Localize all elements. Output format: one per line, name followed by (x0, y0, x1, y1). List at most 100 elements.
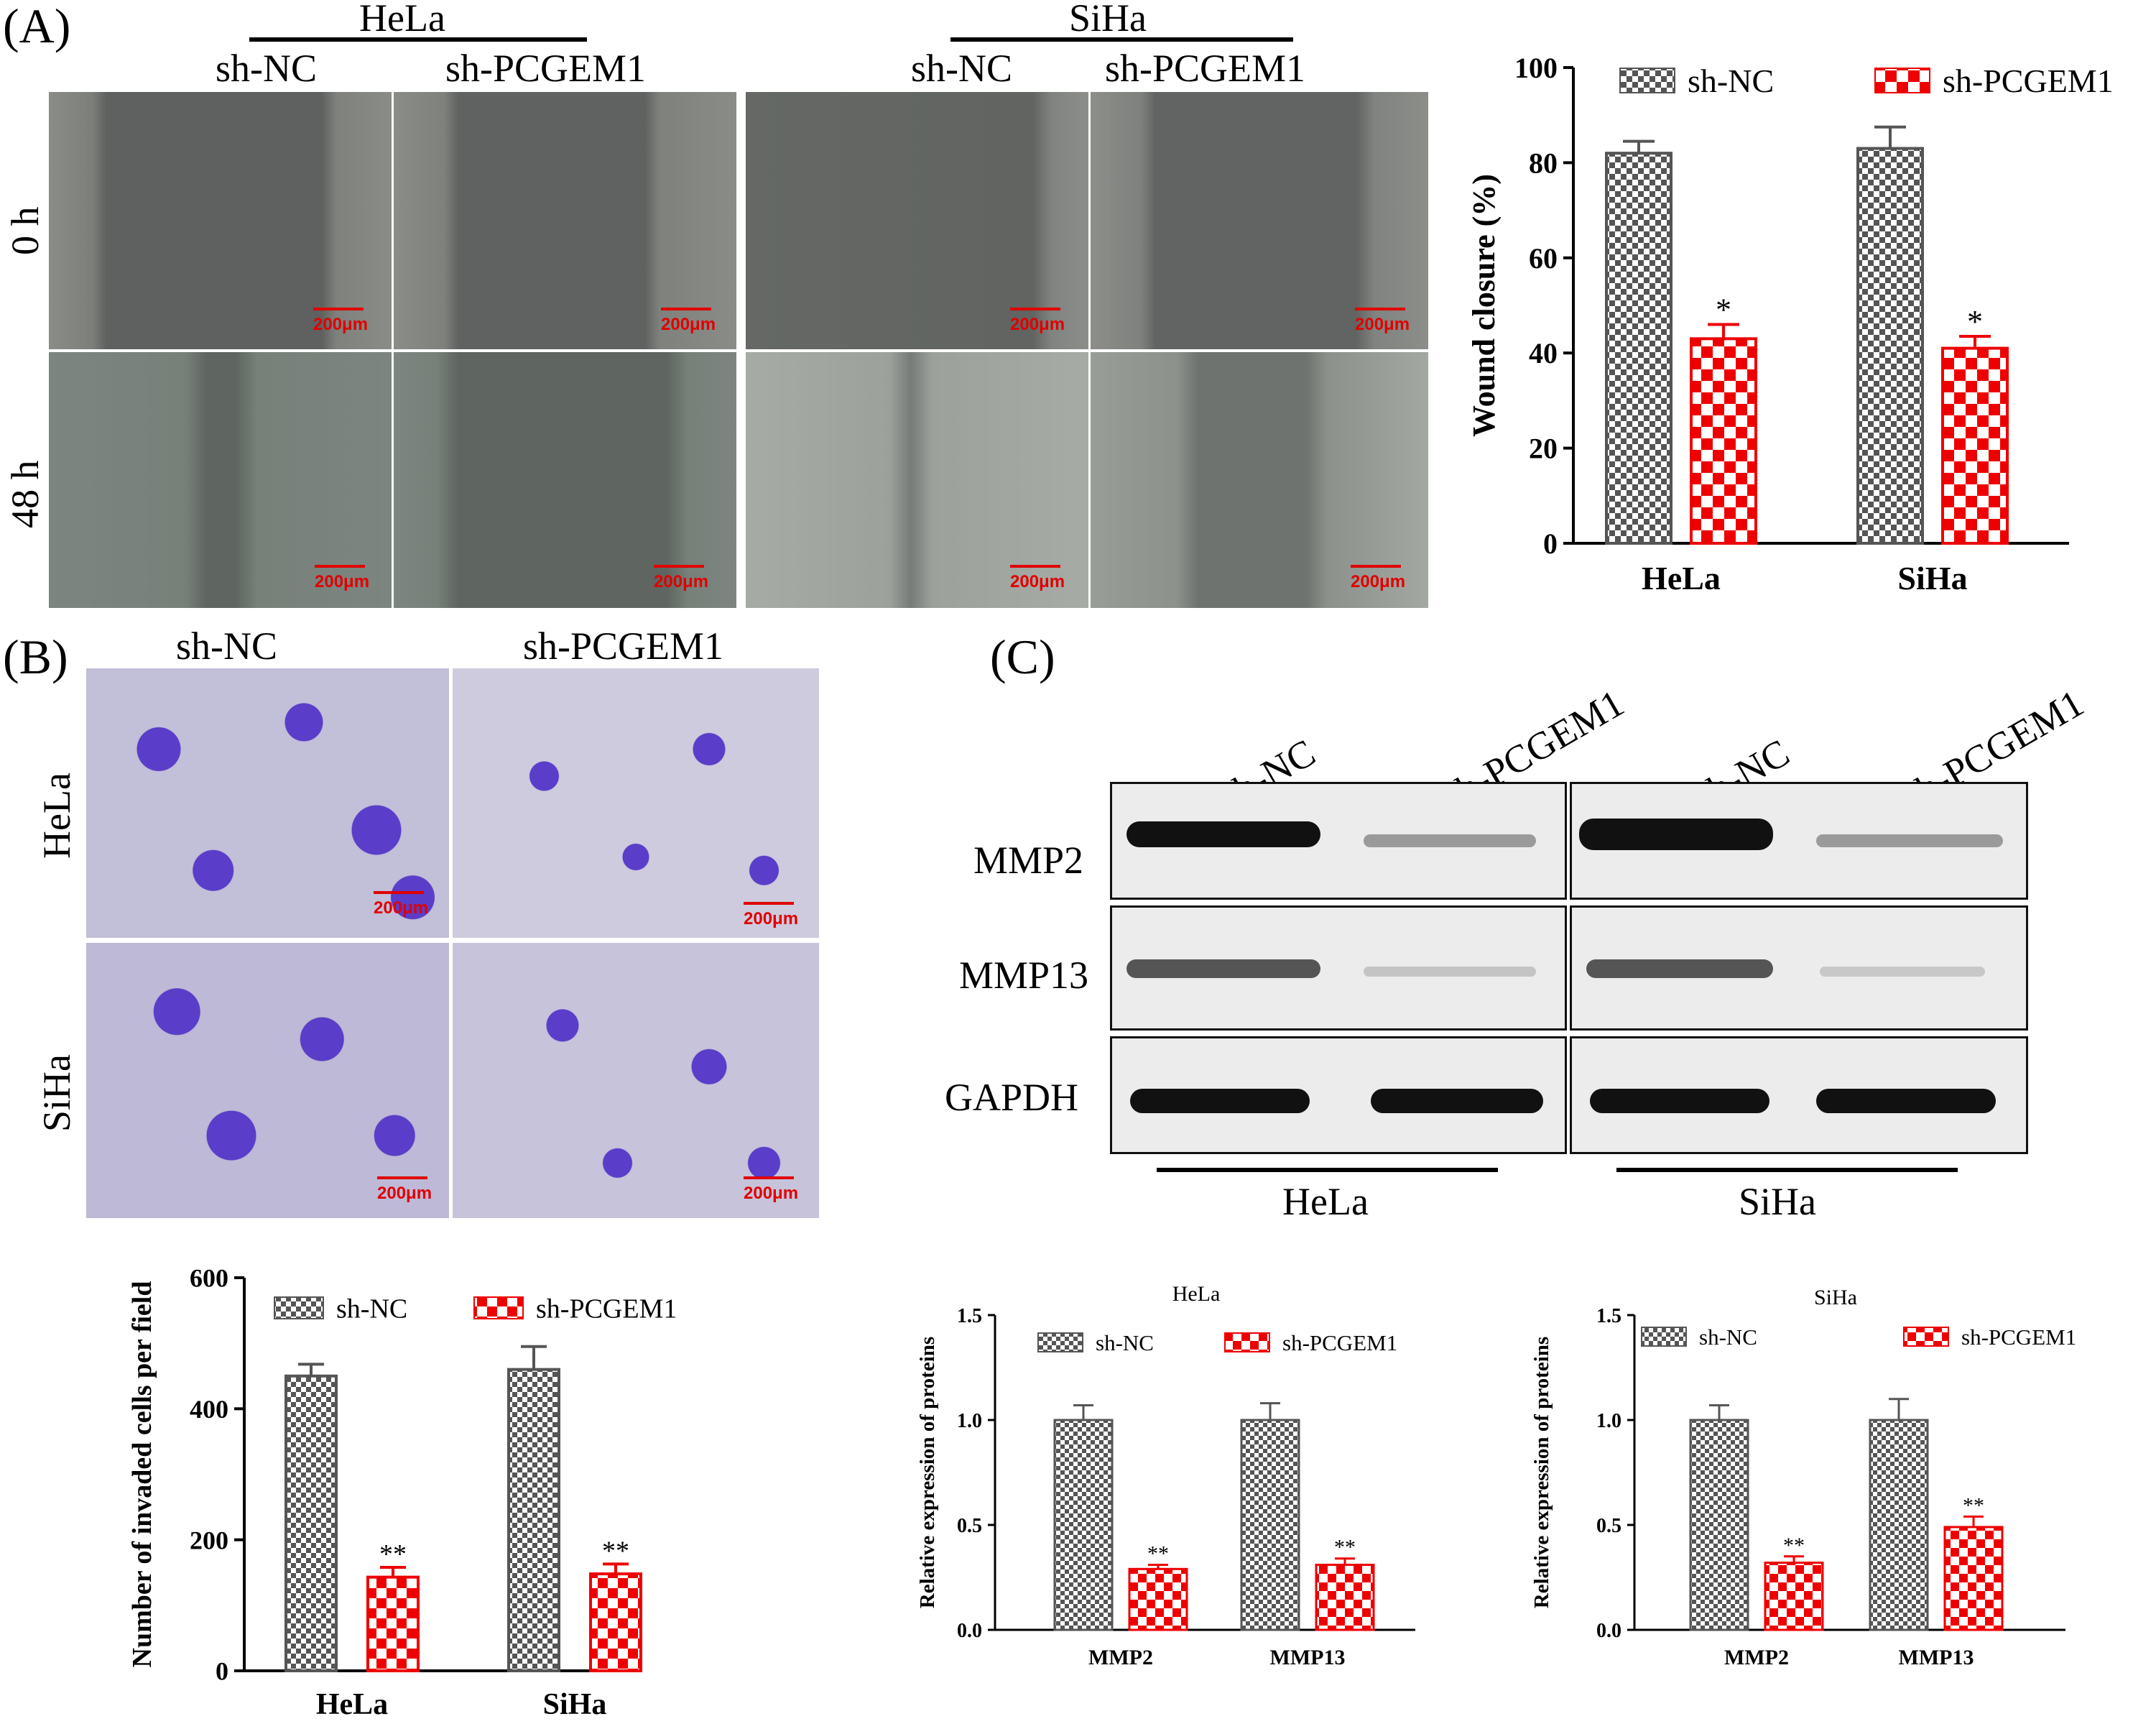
blot-hela-mmp2 (1110, 782, 1567, 900)
blot-siha-mmp2 (1570, 782, 2028, 900)
significance-mark: ** (1334, 1536, 1356, 1559)
y-tick-label: 0.0 (1596, 1620, 1621, 1642)
protein-label-mmp2: MMP2 (973, 839, 1084, 882)
x-category-label: SiHa (1897, 560, 1967, 596)
significance-mark: ** (1963, 1493, 1984, 1517)
transwell-siha-shnc: 200μm (86, 943, 449, 1218)
bar-sh-nc (507, 1368, 560, 1672)
legend-label: sh-PCGEM1 (1961, 1324, 2076, 1350)
b-col-shpcgem1: sh-PCGEM1 (523, 624, 724, 668)
bar-sh-nc (284, 1374, 338, 1672)
bar-sh-nc (1856, 147, 1924, 545)
x-category-label: MMP2 (1088, 1646, 1153, 1669)
legend-swatch (1641, 1327, 1687, 1347)
invasion-chart: 0 200 400 600 Number of invaded cells per fi… (127, 1264, 677, 1721)
significance-mark: ** (379, 1539, 407, 1569)
legend-label: sh-PCGEM1 (536, 1294, 677, 1324)
y-tick-label: 1.5 (1596, 1305, 1621, 1327)
bar-sh-pcgem1 (1128, 1567, 1188, 1631)
transwell-siha-shpcgem1: 200μm (453, 943, 819, 1218)
y-tick-label: 80 (1529, 147, 1558, 179)
blot-siha-gapdh (1570, 1036, 2028, 1154)
protein-label-mmp13: MMP13 (959, 954, 1089, 997)
panel-b-label: (B) (3, 630, 68, 684)
legend-swatch (1903, 1327, 1949, 1347)
significance-mark: * (1967, 304, 1983, 339)
micrograph-hela-shpcgem1-0h: 200μm (394, 92, 736, 349)
x-category-label: SiHa (543, 1688, 607, 1721)
significance-mark: ** (602, 1536, 629, 1566)
wound-closure-chart: 0 20 40 60 80 100 Wound closure (%) * HeLa * SiHa s… (1466, 52, 2114, 596)
x-category-label: MMP13 (1270, 1646, 1346, 1669)
b-row-hela: HeLa (35, 773, 78, 859)
hela-group-line (249, 37, 587, 42)
transwell-hela-shpcgem1: 200μm (453, 668, 819, 938)
micrograph-hela-shnc-0h: 200μm (49, 92, 392, 349)
y-tick-label: 0 (216, 1657, 228, 1686)
protein-label-gapdh: GAPDH (945, 1076, 1079, 1119)
x-category-label: HeLa (1642, 560, 1721, 596)
legend-label: sh-PCGEM1 (1943, 63, 2114, 99)
wb-siha-chart: 0.0 0.5 1.0 1.5 Relative expression of prote… (1530, 1286, 2076, 1669)
b-col-shnc: sh-NC (176, 624, 278, 668)
siha-group-line (950, 37, 1293, 42)
blot-hela-label: HeLa (1282, 1180, 1369, 1223)
chart-title: HeLa (1172, 1282, 1221, 1306)
micrograph-siha-shnc-48h: 200μm (746, 352, 1088, 608)
y-tick-label: 600 (190, 1264, 228, 1293)
bar-sh-nc (1605, 152, 1672, 545)
panel-c-label: (C) (990, 630, 1055, 684)
x-category-label: HeLa (316, 1688, 388, 1721)
blot-siha-mmp13 (1570, 905, 2028, 1031)
micrograph-siha-shnc-0h: 200μm (746, 92, 1088, 349)
transwell-hela-shnc: 200μm (86, 668, 449, 938)
bar-sh-pcgem1 (1943, 1526, 2004, 1631)
y-tick-label: 1.0 (957, 1410, 982, 1432)
legend-label: sh-NC (1096, 1330, 1154, 1355)
row-label-48h: 48 h (4, 460, 47, 529)
legend-label: sh-NC (1688, 63, 1774, 99)
legend-label: sh-NC (1699, 1324, 1757, 1350)
blot-hela-gapdh (1110, 1036, 1567, 1154)
wb-hela-chart: 0.0 0.5 1.0 1.5 Relative expression of prote… (916, 1282, 1415, 1669)
blot-siha-label: SiHa (1739, 1180, 1816, 1223)
bar-sh-pcgem1 (366, 1575, 420, 1672)
blot-hela-mmp13 (1110, 905, 1567, 1031)
y-tick-label: 1.0 (1596, 1410, 1621, 1432)
legend-label: sh-PCGEM1 (1282, 1330, 1397, 1355)
legend-swatch (274, 1296, 324, 1319)
y-tick-label: 400 (190, 1395, 228, 1424)
y-tick-label: 60 (1529, 242, 1558, 275)
a-hela-col-shnc: sh-NC (216, 47, 318, 90)
bar-sh-pcgem1 (589, 1572, 642, 1672)
blot-siha-underline (1616, 1168, 1958, 1172)
micrograph-hela-shnc-48h: 200μm (49, 352, 392, 608)
bar-sh-pcgem1 (1764, 1562, 1824, 1631)
legend-swatch (1619, 68, 1675, 93)
a-siha-col-shpcgem1: sh-PCGEM1 (1105, 47, 1306, 90)
y-axis-label: Number of invaded cells per field (127, 1281, 157, 1668)
bar-sh-nc (1689, 1419, 1749, 1631)
bar-sh-nc (1869, 1419, 1929, 1631)
legend-swatch (1037, 1332, 1083, 1352)
y-tick-label: 40 (1529, 337, 1558, 369)
legend-swatch (1224, 1332, 1270, 1352)
hela-header: HeLa (359, 0, 445, 40)
y-axis-label: Relative expression of proteins (916, 1337, 939, 1608)
legend-swatch (1874, 68, 1930, 93)
y-tick-label: 200 (190, 1526, 228, 1554)
a-siha-col-shnc: sh-NC (911, 47, 1013, 90)
y-tick-label: 0.0 (957, 1620, 982, 1642)
bar-sh-nc (1240, 1419, 1300, 1631)
chart-title: SiHa (1814, 1286, 1857, 1309)
x-category-label: MMP2 (1724, 1646, 1789, 1669)
x-category-label: MMP13 (1899, 1646, 1974, 1669)
chart-invasion: 0 200 400 600 Number of invaded cells per fi… (127, 1264, 677, 1721)
chart-wound: 0 20 40 60 80 100 Wound closure (%) * HeLa * SiHa s… (1466, 52, 2114, 596)
y-tick-label: 0 (1543, 527, 1558, 560)
y-axis-label: Relative expression of proteins (1530, 1337, 1553, 1608)
micrograph-hela-shpcgem1-48h: 200μm (394, 352, 736, 608)
micrograph-siha-shpcgem1-48h: 200μm (1091, 352, 1428, 608)
y-tick-label: 100 (1514, 52, 1558, 84)
